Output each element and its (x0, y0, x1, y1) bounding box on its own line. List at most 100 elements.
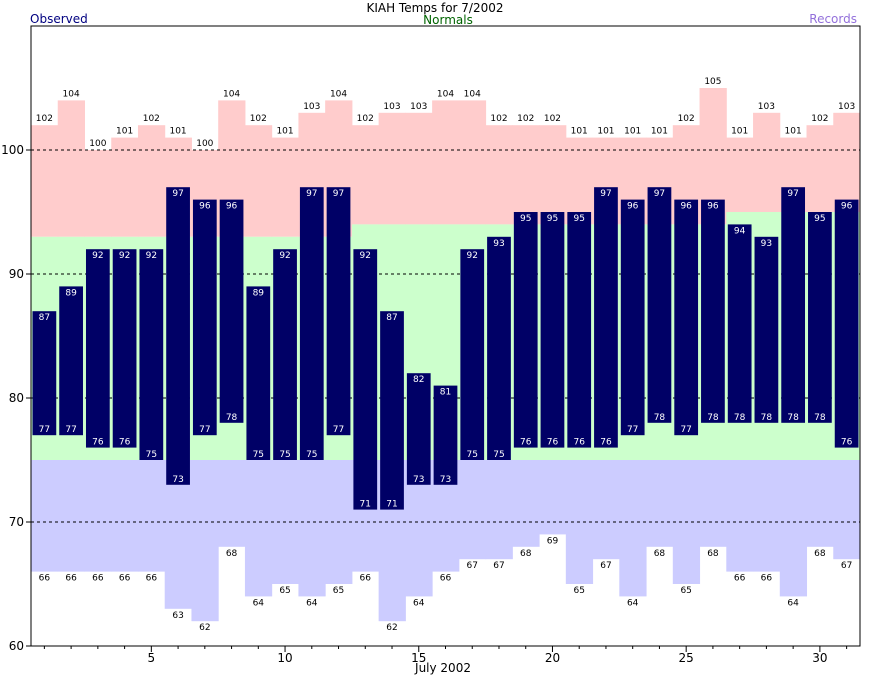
observed-high-label: 95 (547, 214, 558, 224)
record-high-label: 101 (276, 127, 293, 137)
record-low-band (458, 460, 487, 560)
observed-high-label: 97 (787, 189, 798, 199)
record-low-band (699, 460, 727, 547)
observed-low-label: 75 (146, 450, 157, 460)
record-high-band (458, 100, 487, 225)
record-high-label: 103 (758, 102, 775, 112)
x-tick-label: 25 (679, 651, 694, 665)
observed-high-label: 94 (734, 226, 746, 236)
observed-high-label: 96 (841, 202, 853, 212)
observed-high-label: 96 (707, 202, 719, 212)
record-high-label: 102 (517, 114, 534, 124)
observed-high-label: 92 (146, 251, 157, 261)
record-low-band (84, 460, 112, 572)
observed-low-label: 75 (279, 450, 290, 460)
observed-bar (32, 311, 57, 436)
record-high-label: 102 (544, 114, 561, 124)
record-low-label: 66 (146, 574, 158, 584)
observed-low-label: 78 (787, 413, 799, 423)
record-high-label: 103 (838, 102, 855, 112)
record-low-band (779, 460, 808, 597)
record-low-label: 66 (440, 574, 452, 584)
record-low-label: 64 (253, 598, 265, 608)
x-tick-label: 15 (411, 651, 426, 665)
record-high-label: 101 (571, 127, 588, 137)
observed-bar (620, 199, 645, 436)
observed-high-label: 97 (306, 189, 317, 199)
record-low-band (833, 460, 861, 560)
observed-bar (219, 199, 244, 423)
record-low-label: 68 (520, 549, 532, 559)
record-high-label: 102 (36, 114, 53, 124)
observed-low-label: 76 (520, 438, 532, 448)
observed-bar (59, 286, 83, 436)
record-low-band (31, 460, 59, 572)
record-low-label: 69 (547, 536, 559, 546)
record-high-band (378, 112, 406, 225)
observed-high-label: 89 (253, 288, 265, 298)
record-low-label: 66 (92, 574, 104, 584)
observed-low-label: 77 (39, 425, 50, 435)
record-low-band (191, 460, 219, 622)
record-high-label: 103 (383, 102, 400, 112)
record-high-label: 101 (624, 127, 641, 137)
observed-high-label: 82 (413, 375, 424, 385)
record-high-band (31, 125, 59, 237)
observed-low-label: 73 (440, 475, 451, 485)
record-high-band (565, 137, 594, 225)
record-low-label: 67 (493, 561, 504, 571)
record-high-label: 102 (490, 114, 507, 124)
record-low-band (57, 460, 85, 572)
observed-bar (834, 199, 859, 448)
observed-low-label: 71 (386, 500, 397, 510)
observed-low-label: 75 (493, 450, 504, 460)
record-high-label: 102 (143, 114, 160, 124)
observed-bar (567, 212, 592, 448)
record-low-label: 68 (814, 549, 826, 559)
record-low-label: 67 (600, 561, 611, 571)
observed-low-label: 77 (65, 425, 76, 435)
record-high-label: 101 (169, 127, 186, 137)
observed-low-label: 76 (119, 438, 131, 448)
observed-bar (487, 236, 511, 460)
observed-bar (647, 187, 672, 423)
record-low-label: 63 (172, 611, 183, 621)
observed-bar (594, 187, 618, 448)
record-low-band (726, 460, 754, 572)
observed-bar (353, 249, 378, 510)
x-tick-label: 30 (812, 651, 827, 665)
record-high-band (726, 137, 754, 212)
observed-high-label: 81 (440, 388, 451, 398)
record-low-band (485, 460, 513, 560)
record-low-label: 67 (467, 561, 478, 571)
chart-title: KIAH Temps for 7/2002 (366, 1, 503, 15)
record-high-band (111, 137, 139, 237)
record-high-label: 104 (464, 89, 481, 99)
record-low-label: 68 (226, 549, 238, 559)
data-labels: 87 77 102 66 89 77 104 66 92 76 100 66 92 76 101 66 92 75… (36, 77, 855, 633)
record-high-band (806, 125, 834, 212)
observed-bar (299, 187, 324, 460)
observed-bar (513, 212, 538, 448)
record-low-band (512, 460, 540, 547)
observed-low-label: 78 (226, 413, 238, 423)
observed-bars (32, 187, 859, 510)
record-low-band (753, 460, 781, 572)
record-low-label: 64 (306, 598, 318, 608)
x-axis-label: July 2002 (414, 661, 471, 675)
record-high-label: 104 (330, 89, 347, 99)
observed-bar (380, 311, 404, 510)
observed-bar (781, 187, 806, 423)
observed-low-label: 77 (680, 425, 691, 435)
record-high-label: 101 (731, 127, 748, 137)
record-high-label: 102 (250, 114, 267, 124)
record-high-band (512, 125, 540, 225)
record-low-label: 64 (787, 598, 799, 608)
record-high-label: 105 (704, 77, 721, 87)
observed-high-label: 89 (65, 288, 77, 298)
observed-high-label: 87 (39, 313, 50, 323)
record-low-band (244, 460, 273, 597)
record-low-label: 66 (119, 574, 131, 584)
record-high-band (57, 100, 85, 237)
record-high-label: 101 (116, 127, 133, 137)
